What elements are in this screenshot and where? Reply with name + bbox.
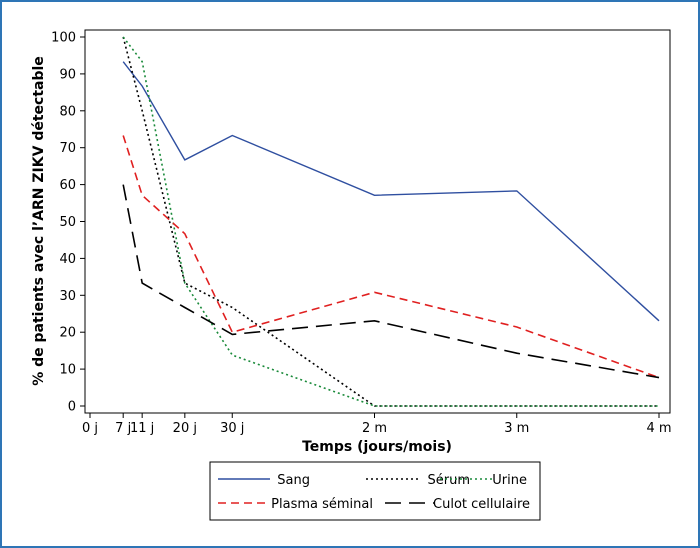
x-tick-label: 2 m [362, 421, 387, 436]
y-tick-label: 100 [51, 31, 76, 46]
legend: Sang Sérum Urine Plasma séminal Culot cellul… [209, 461, 541, 521]
x-tick-label: 3 m [504, 421, 529, 436]
y-tick-label: 30 [59, 289, 76, 304]
series-line-4 [122, 135, 660, 379]
y-tick-label: 60 [59, 178, 76, 193]
legend-box [209, 461, 541, 521]
x-tick-label: 30 j [220, 421, 244, 436]
legend-label: Urine [492, 473, 527, 488]
x-tick-label: 0 j [82, 421, 98, 436]
legend-label: Plasma séminal [271, 497, 373, 512]
y-tick-label: 80 [59, 104, 76, 119]
y-axis: 0 10 20 30 40 50 60 70 80 90 100 [51, 31, 85, 415]
legend-label: Sérum [428, 473, 471, 488]
y-tick-label: 40 [59, 252, 76, 267]
x-axis: 0 j 7 j11 j 20 j 30 j 2 m 3 m 4 m [82, 413, 672, 436]
series-layer [122, 36, 660, 407]
x-axis-title: Temps (jours/mois) [302, 439, 452, 455]
y-tick-label: 10 [59, 363, 76, 378]
y-tick-label: 0 [68, 400, 76, 415]
x-tick-label: 20 j [173, 421, 197, 436]
series-line-2 [122, 36, 659, 407]
series-line-5 [122, 184, 660, 379]
series-line-3 [122, 36, 659, 407]
plot-area [84, 29, 671, 414]
legend-label: Sang [277, 473, 310, 488]
legend-label: Culot cellulaire [433, 497, 530, 512]
y-tick-label: 50 [59, 215, 76, 230]
plot-border [84, 29, 671, 414]
x-tick-label: 4 m [646, 421, 671, 436]
y-axis-title: % de patients avec l’ARN ZIKV détectable [31, 56, 47, 386]
x-tick-label: 7 j [115, 421, 131, 436]
y-tick-label: 90 [59, 67, 76, 82]
y-tick-label: 70 [59, 141, 76, 156]
x-tick-label: 11 j [130, 421, 154, 436]
y-tick-label: 20 [59, 326, 76, 341]
series-line-1 [122, 61, 660, 322]
